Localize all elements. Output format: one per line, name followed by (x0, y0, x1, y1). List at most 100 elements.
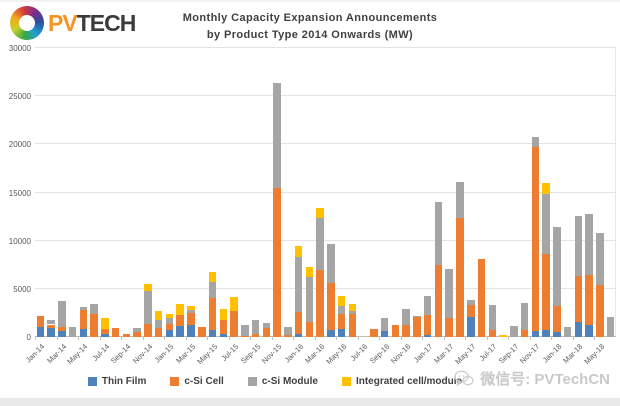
x-tick-mark (207, 337, 209, 340)
bar-segment (101, 334, 109, 337)
x-tick-mark (529, 337, 531, 340)
bar-segment (456, 217, 464, 337)
bar-segment (370, 329, 378, 337)
bar-segment (144, 323, 152, 337)
y-tick-label: 0 (26, 333, 31, 342)
bar-segment (531, 331, 540, 337)
bar-segment (531, 136, 540, 148)
chart-title-line1: Monthly Capacity Expansion Announcements (182, 12, 438, 24)
bar-segment (133, 327, 141, 333)
bar-segment (144, 284, 152, 291)
bar-segment (596, 284, 604, 337)
bar-segment (273, 187, 281, 337)
bar-segment (380, 317, 389, 332)
bar-segment (133, 332, 141, 337)
x-tick-mark (35, 337, 36, 340)
bar-segment (187, 310, 195, 313)
x-tick-mark (486, 337, 488, 340)
bar-segment (466, 316, 475, 337)
bar-segment (241, 324, 249, 337)
bar-segment (79, 310, 88, 330)
pvtech-logo-text: PVTECH (48, 9, 137, 36)
bar-segment (305, 277, 314, 322)
chart-title: Monthly Capacity Expansion Announcements… (0, 10, 620, 44)
bar-segment (520, 330, 529, 337)
x-tick-mark (551, 337, 553, 340)
gridline (35, 143, 616, 145)
bar-segment (36, 327, 45, 337)
legend-item-csi-cell: c-Si Cell (170, 376, 224, 387)
bar-segment (101, 318, 109, 330)
bar-segment (327, 243, 335, 284)
bar-segment (391, 325, 400, 337)
bar-segment (144, 290, 152, 324)
bar-segment (219, 319, 228, 335)
bar-segment (294, 311, 303, 335)
wechat-watermark: 微信号: PVTechCN (454, 368, 610, 389)
x-tick-mark (228, 337, 230, 340)
csi-cell-swatch-icon (170, 377, 180, 386)
chart-legend: Thin Film c-Si Cell c-Si Module Integrat… (0, 376, 550, 387)
bar-segment (208, 282, 217, 298)
bar-segment (284, 327, 292, 336)
integrated-swatch-icon (341, 377, 351, 386)
chart-title-line2: by Product Type 2014 Onwards (MW) (206, 29, 414, 42)
bar-segment (445, 268, 453, 318)
logo-tech-text: TECH (76, 9, 137, 36)
bar-segment (305, 266, 314, 278)
bar-segment (466, 305, 475, 317)
x-tick-mark (314, 337, 316, 340)
x-tick-mark (443, 337, 445, 340)
bar-segment (423, 314, 432, 336)
x-tick-mark (508, 337, 510, 340)
bar-segment (47, 320, 55, 325)
bar-segment (101, 329, 109, 335)
bar-segment (294, 245, 303, 258)
bar-segment (58, 326, 66, 332)
bar-segment (466, 300, 475, 306)
bar-segment (251, 333, 260, 337)
x-tick-mark (56, 337, 58, 340)
x-tick-mark (78, 337, 80, 340)
bar-segment (219, 334, 228, 337)
bar-segment (423, 335, 432, 337)
x-tick-mark (379, 337, 381, 340)
bar-segment (316, 207, 324, 218)
x-tick-mark (422, 337, 424, 340)
bar-segment (36, 315, 45, 328)
bar-segment (305, 321, 314, 337)
bar-segment (47, 328, 55, 337)
x-tick-mark (99, 337, 101, 340)
bar-segment (531, 147, 540, 332)
bar-segment (208, 330, 217, 337)
bar-segment (68, 326, 77, 337)
bar-segment (574, 321, 583, 337)
bar-segment (208, 272, 217, 283)
bar-segment (542, 330, 550, 337)
bar-segment (337, 313, 346, 329)
bar-segment (262, 323, 271, 329)
bar-segment (434, 202, 443, 265)
bar-segment (273, 82, 281, 188)
y-tick-label: 30000 (8, 44, 31, 53)
bar-segment (187, 324, 195, 337)
top-edge-strip (0, 0, 620, 2)
x-tick-mark (594, 337, 596, 340)
bar-segment (510, 326, 518, 337)
bar-segment (294, 257, 303, 312)
bar-segment (176, 315, 184, 327)
bar-segment (413, 316, 421, 337)
bar-segment (574, 276, 583, 322)
bar-segment (585, 213, 593, 275)
bar-segment (542, 254, 550, 331)
bar-segment (574, 215, 583, 277)
logo-pv-text: PV (48, 9, 78, 36)
bar-segment (445, 317, 453, 337)
legend-label: c-Si Cell (184, 376, 224, 387)
csi-module-swatch-icon (247, 377, 257, 386)
bar-segment (542, 182, 550, 194)
bar-segment (456, 181, 464, 218)
legend-label: Integrated cell/module (355, 376, 463, 387)
bar-segment (337, 328, 346, 337)
bar-segment (499, 335, 507, 337)
